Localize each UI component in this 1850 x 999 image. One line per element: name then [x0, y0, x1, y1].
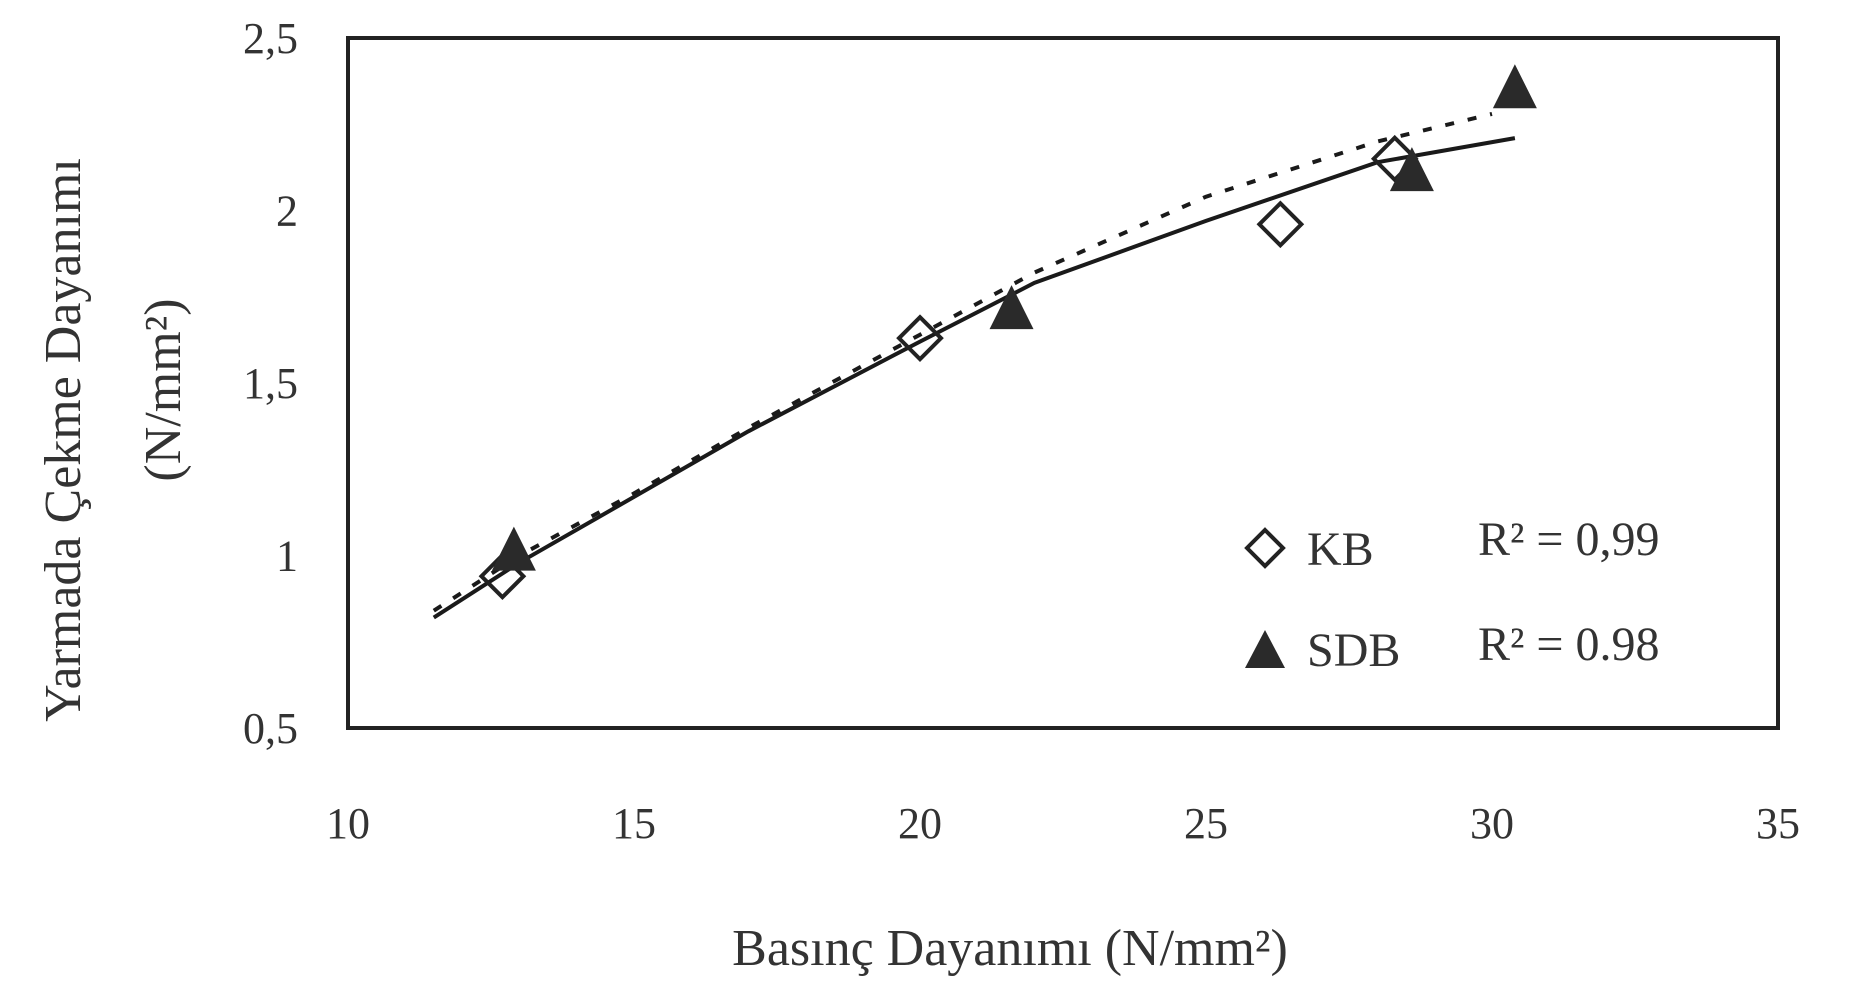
x-tick-label: 30	[1470, 799, 1514, 848]
y-tick-label: 2	[276, 187, 298, 236]
y-tick-label: 0,5	[243, 704, 298, 753]
trendline-sdb	[432, 136, 1516, 620]
kb-point	[1370, 134, 1419, 183]
x-tick-label: 15	[612, 799, 656, 848]
y-axis-label: Yarmada Çekme Dayanımı	[35, 158, 92, 722]
x-axis-label: Basınç Dayanımı (N/mm²)	[732, 920, 1288, 977]
sdb-point	[989, 285, 1034, 330]
x-tick-label: 10	[326, 799, 370, 848]
y-axis-label-line2: (N/mm²)	[135, 298, 192, 481]
legend: KB R² = 0,99 SDB R² = 0.98	[1244, 513, 1659, 677]
sdb-point	[1492, 64, 1537, 109]
trendlines	[432, 111, 1516, 620]
y-tick-label: 2,5	[243, 14, 298, 63]
kb-point	[1256, 200, 1305, 249]
trendline-kb	[432, 111, 1493, 613]
x-tick-label: 20	[898, 799, 942, 848]
legend-marker-kb	[1244, 527, 1286, 569]
legend-r2-sdb: R² = 0.98	[1478, 618, 1659, 671]
legend-marker-sdb	[1245, 630, 1285, 668]
sdb-point	[1389, 147, 1434, 192]
y-tick-label: 1,5	[243, 359, 298, 408]
legend-label-sdb: SDB	[1307, 624, 1400, 677]
y-tick-label: 1	[276, 532, 298, 581]
data-markers	[478, 64, 1537, 601]
x-tick-label: 25	[1184, 799, 1228, 848]
legend-label-kb: KB	[1307, 523, 1374, 576]
x-tick-label: 35	[1756, 799, 1800, 848]
y-tick-labels: 0,5 1 1,5 2 2,5	[243, 14, 298, 753]
sdb-point	[491, 526, 536, 571]
x-tick-labels: 10 15 20 25 30 35	[326, 799, 1800, 848]
legend-r2-kb: R² = 0,99	[1478, 513, 1659, 566]
plot-frame	[346, 36, 1780, 730]
kb-point	[896, 314, 944, 362]
y-axis-label-unit: (N/mm²)	[135, 298, 192, 481]
y-axis-label-line1: Yarmada Çekme Dayanımı	[35, 158, 92, 722]
